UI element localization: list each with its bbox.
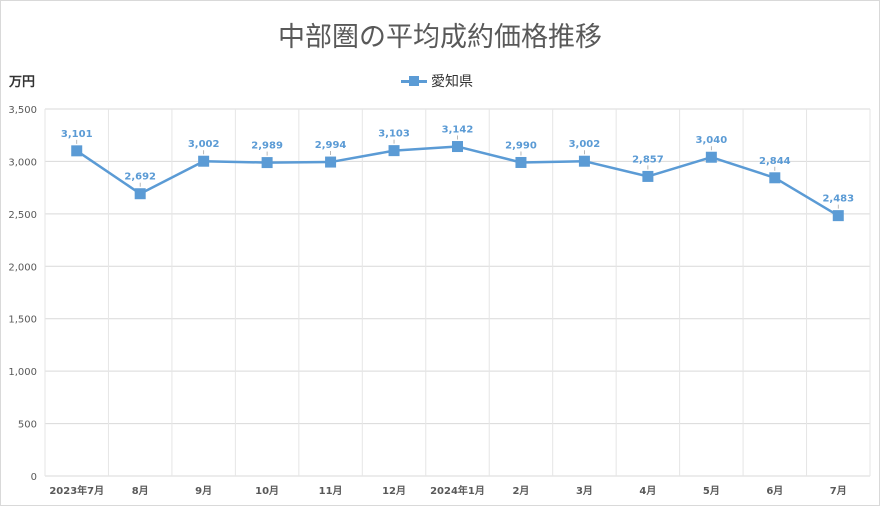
y-tick-label: 0	[31, 472, 37, 483]
data-label: 2,990	[505, 140, 537, 151]
data-point	[71, 145, 83, 157]
data-label: 2,857	[632, 154, 664, 165]
y-tick-label: 500	[18, 420, 37, 431]
data-point	[261, 157, 273, 169]
data-label: 2,844	[759, 156, 791, 167]
x-tick-label: 5月	[703, 485, 720, 497]
y-tick-label: 1,000	[8, 367, 37, 378]
data-label: 2,989	[251, 141, 283, 152]
data-point	[134, 188, 146, 200]
series-line	[76, 145, 839, 217]
x-tick-label: 8月	[132, 485, 149, 497]
x-tick-label: 2月	[512, 485, 529, 497]
x-tick-label: 9月	[195, 485, 212, 497]
data-point	[832, 210, 844, 222]
data-label: 2,994	[315, 140, 347, 151]
data-point	[452, 141, 463, 153]
data-point	[769, 172, 781, 184]
data-point	[325, 156, 337, 168]
x-tick-label: 2024年1月	[430, 484, 485, 497]
y-tick-label: 3,000	[8, 157, 37, 168]
data-label: 3,103	[378, 129, 410, 140]
x-tick-label: 2023年7月	[49, 484, 104, 497]
data-point	[198, 155, 210, 167]
data-point	[578, 155, 590, 167]
x-tick-label: 3月	[576, 485, 593, 497]
legend: 愛知県	[401, 71, 473, 91]
y-axis-unit-label: 万円	[9, 75, 36, 90]
data-point	[388, 145, 400, 157]
x-tick-label: 4月	[639, 485, 656, 497]
y-tick-label: 3,500	[8, 105, 37, 116]
data-label: 3,101	[61, 129, 93, 140]
data-label: 2,692	[124, 172, 156, 183]
data-label: 3,002	[188, 139, 220, 150]
data-label: 3,002	[569, 139, 601, 150]
data-label: 2,483	[822, 194, 854, 205]
legend-label: 愛知県	[431, 74, 473, 90]
y-tick-label: 1,500	[8, 315, 37, 326]
data-label: 3,142	[442, 125, 474, 136]
legend-marker-icon	[401, 75, 427, 87]
y-tick-label: 2,500	[8, 210, 37, 221]
x-tick-label: 7月	[830, 485, 847, 497]
y-tick-label: 2,000	[8, 262, 37, 273]
x-tick-label: 12月	[382, 485, 406, 497]
data-point	[642, 170, 654, 182]
data-point	[515, 156, 527, 168]
chart-title: 中部圏の平均成約価格推移	[278, 22, 602, 53]
x-tick-label: 10月	[255, 485, 279, 497]
x-tick-label: 11月	[319, 485, 343, 497]
data-point	[705, 151, 717, 163]
x-tick-label: 6月	[766, 485, 783, 497]
data-label: 3,040	[696, 135, 728, 146]
